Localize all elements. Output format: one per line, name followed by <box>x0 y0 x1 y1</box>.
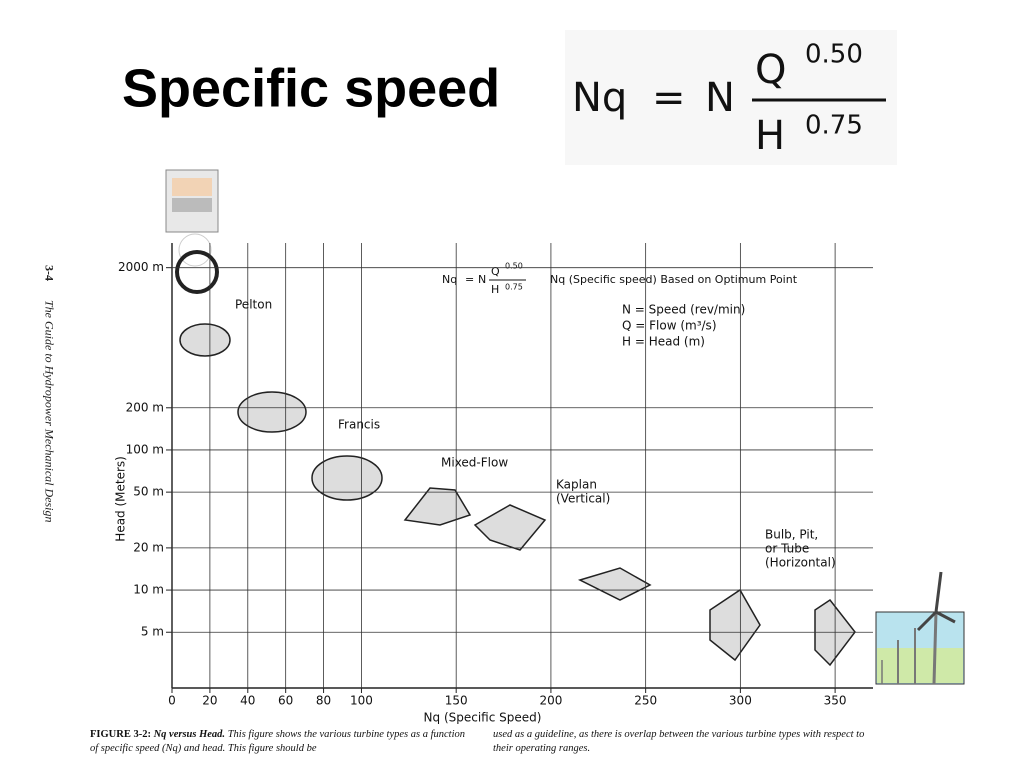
formula-num-exp: 0.50 <box>505 262 523 271</box>
formula-factor: N <box>705 75 735 121</box>
y-tick-label: 100 m <box>126 442 164 456</box>
x-tick-label: 200 <box>539 694 562 708</box>
formula-background <box>565 30 897 165</box>
formula-eq: = <box>465 273 474 286</box>
y-tick-label: 2000 m <box>118 260 164 274</box>
y-tick-label: 10 m <box>133 583 164 597</box>
wind-picture <box>875 571 965 685</box>
caption-heading: Nq versus Head. <box>153 729 226 740</box>
formula-factor: N <box>478 273 486 286</box>
side-text: 3-4 The Guide to Hydropower Mechanical D… <box>42 265 56 523</box>
definition: H = Head (m) <box>622 335 705 349</box>
y-tick-label: 50 m <box>133 485 164 499</box>
y-tick-label: 5 m <box>141 625 164 639</box>
engine-icon <box>165 169 219 267</box>
annotation: Pelton <box>235 298 272 312</box>
x-tick-label: 350 <box>824 694 847 708</box>
x-tick-label: 60 <box>278 694 293 708</box>
formula: Nq = N Q 0.50 H 0.75 <box>572 40 886 159</box>
caption-label: FIGURE 3-2: <box>90 729 151 740</box>
formula-lhs: Nq <box>572 75 627 121</box>
x-tick-label: 20 <box>202 694 217 708</box>
book-title: The Guide to Hydropower Mechanical Desig… <box>42 300 56 523</box>
annotation: Bulb, Pit, <box>765 528 818 542</box>
annotation: (Horizontal) <box>765 556 836 570</box>
x-tick-label: 300 <box>729 694 752 708</box>
y-tick-label: 200 m <box>126 400 164 414</box>
legend-title: Nq (Specific speed) Based on Optimum Poi… <box>550 273 798 286</box>
x-tick-label: 100 <box>350 694 373 708</box>
x-tick-label: 150 <box>445 694 468 708</box>
annotation: Mixed-Flow <box>441 456 508 470</box>
formula-num-exp: 0.50 <box>805 40 863 70</box>
annotation: Francis <box>338 418 380 432</box>
x-tick-label: 250 <box>634 694 657 708</box>
formula-denominator: H <box>755 113 785 159</box>
x-tick-label: 40 <box>240 694 255 708</box>
formula-lhs: Nq <box>442 273 457 286</box>
caption-text: used as a guideline, as there is overlap… <box>493 729 865 754</box>
caption-col1: FIGURE 3-2: Nq versus Head. This figure … <box>90 728 475 756</box>
y-tick-label: 20 m <box>133 540 164 554</box>
definition: Q = Flow (m³/s) <box>622 319 717 333</box>
definition: N = Speed (rev/min) <box>622 303 745 317</box>
page-number: 3-4 <box>42 265 56 281</box>
formula-den-exp: 0.75 <box>805 111 863 141</box>
x-tick-label: 0 <box>168 694 176 708</box>
annotation: (Vertical) <box>556 492 610 506</box>
chart-formula: Nq = N Q 0.50 H 0.75 Nq (Specific speed)… <box>442 262 798 297</box>
plot: 5 m 10 m 20 m 50 m 100 m 200 m 2000 m 0 20 40 60 80… <box>114 243 873 725</box>
formula-numerator: Q <box>755 47 786 93</box>
formula-eq: = <box>652 75 686 121</box>
caption-text: This figure shows the various turbine ty… <box>90 729 466 754</box>
formula-denominator: H <box>491 283 499 296</box>
annotation: or Tube <box>765 542 809 556</box>
slide-title: Specific speed <box>122 58 500 118</box>
y-axis-label: Head (Meters) <box>114 456 128 542</box>
x-axis-label: Nq (Specific Speed) <box>424 711 542 725</box>
formula-numerator: Q <box>491 265 500 278</box>
formula-den-exp: 0.75 <box>505 283 523 292</box>
turbine-sketches <box>175 250 856 667</box>
x-tick-label: 80 <box>316 694 331 708</box>
caption-col2: used as a guideline, as there is overlap… <box>493 728 878 756</box>
annotation: Kaplan <box>556 478 597 492</box>
